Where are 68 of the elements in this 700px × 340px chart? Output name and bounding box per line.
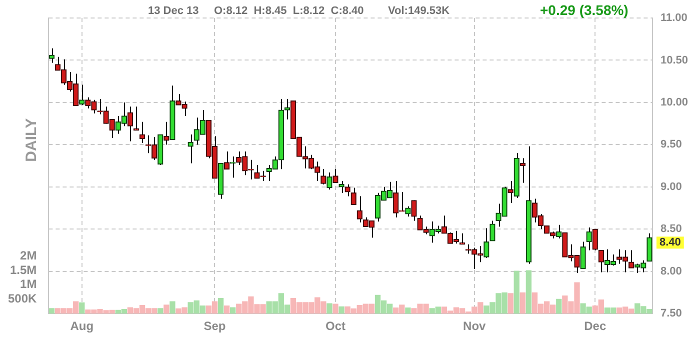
text: DAILY (23, 118, 40, 162)
y-tick-label: 10.50 (660, 54, 688, 66)
candlestick (350, 187, 356, 206)
bar (326, 303, 332, 314)
y2-tick-label: 2M (20, 248, 37, 263)
x-tick-label: Sep (204, 319, 226, 334)
bar (508, 293, 514, 314)
candlestick (79, 84, 85, 106)
bar (48, 308, 55, 314)
bar (158, 308, 164, 314)
candlestick (48, 48, 55, 64)
y-tick-label: 10.00 (660, 96, 688, 108)
y-tick-label: 7.50 (660, 308, 682, 320)
candlestick (224, 150, 230, 170)
y2-tick-label: 1.5M (10, 262, 37, 277)
bar (556, 298, 562, 314)
candlestick (411, 200, 417, 222)
y-tick-label: 11.00 (660, 12, 688, 24)
bar (526, 270, 532, 314)
text: 8.40 (659, 236, 681, 249)
candlestick (164, 121, 170, 146)
bar (79, 302, 85, 314)
candlestick (598, 250, 604, 273)
text: O:8.12 H:8.45 L:8.12 C:8.40 (214, 5, 364, 18)
candlestick (320, 168, 326, 185)
bar (338, 306, 344, 314)
text: Vol:149.53K (388, 5, 450, 18)
candlestick (284, 98, 290, 120)
y-tick-label: 9.00 (660, 180, 682, 193)
candlestick (188, 134, 194, 164)
y-tick-label: 9.50 (660, 138, 682, 151)
candlestick (344, 184, 350, 197)
bar (520, 292, 526, 314)
candlestick (628, 250, 634, 268)
bar (405, 308, 411, 314)
bar (514, 270, 520, 314)
candlestick (586, 226, 592, 251)
candlestick (580, 241, 586, 270)
candlestick (338, 180, 344, 194)
candlestick (459, 232, 466, 245)
bar (332, 304, 338, 314)
x-tick-label: Oct (325, 319, 346, 334)
bar (230, 307, 236, 314)
y-tick-label: 8.50 (660, 223, 682, 236)
text: 13 Dec 13 (148, 5, 199, 18)
bar (170, 301, 176, 314)
candlestick (484, 228, 490, 258)
candlestick (592, 228, 598, 251)
candlestick (139, 121, 146, 144)
candlestick (405, 206, 411, 217)
x-tick-label: Dec (584, 319, 606, 334)
candlestick (646, 232, 652, 262)
candlestick (127, 106, 134, 142)
x-tick-label: Nov (463, 319, 486, 334)
bar (218, 298, 224, 314)
candlestick (356, 196, 362, 223)
bar (224, 306, 230, 314)
x-tick-label: Aug (70, 319, 94, 334)
text: +0.29 (3.58%) (540, 2, 628, 18)
candlestick (332, 168, 338, 184)
candlestick (508, 180, 514, 204)
bar (164, 304, 170, 314)
candlestick (133, 106, 140, 131)
y-tick-label: 8.00 (660, 265, 682, 278)
y2-tick-label: 1M (20, 277, 37, 292)
candlestick (490, 220, 496, 242)
y2-tick-label: 500K (8, 292, 38, 306)
candlestick (326, 172, 332, 190)
